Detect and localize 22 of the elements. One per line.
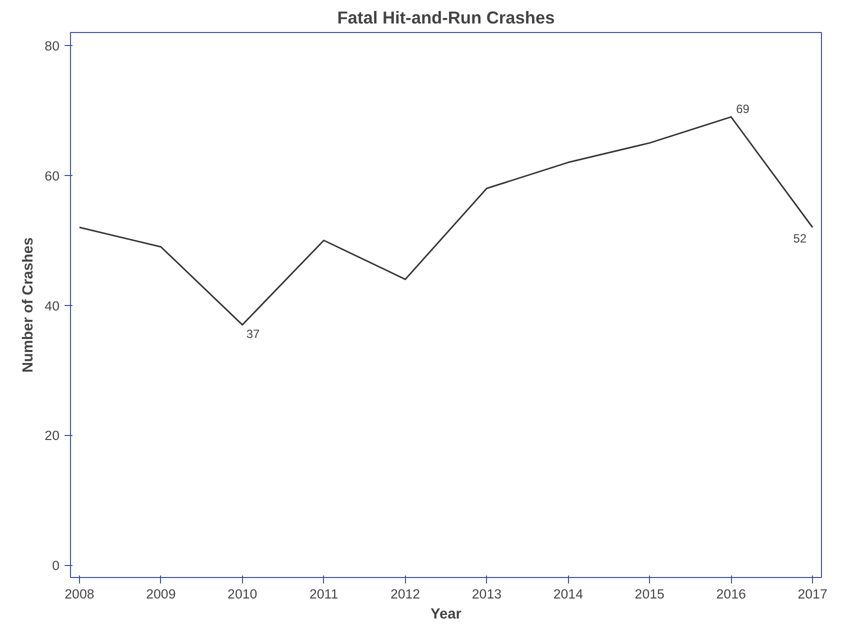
y-axis-title: Number of Crashes <box>20 237 37 373</box>
x-tick-label: 2008 <box>64 586 94 602</box>
x-tick-label: 2017 <box>798 586 828 602</box>
x-axis-title: Year <box>430 606 462 622</box>
x-tick-label: 2016 <box>716 586 746 602</box>
y-tick-label: 80 <box>44 38 60 54</box>
data-label: 69 <box>736 102 750 116</box>
x-tick-label: 2013 <box>472 586 502 602</box>
x-tick-label: 2012 <box>390 586 420 602</box>
y-tick-label: 60 <box>44 168 60 184</box>
data-label: 52 <box>793 231 807 246</box>
data-label: 37 <box>246 326 260 341</box>
x-tick-label: 2010 <box>228 586 258 602</box>
y-tick-label: 20 <box>44 428 60 444</box>
x-tick-label: 2011 <box>309 586 338 602</box>
chart-title: Fatal Hit-and-Run Crashes <box>337 8 555 28</box>
x-tick-label: 2014 <box>553 586 584 602</box>
x-tick-label: 2009 <box>146 586 176 602</box>
line-series <box>78 116 814 326</box>
y-tick-label: 40 <box>44 298 60 314</box>
x-tick-label: 2015 <box>634 586 664 602</box>
y-tick-label: 0 <box>52 558 60 574</box>
